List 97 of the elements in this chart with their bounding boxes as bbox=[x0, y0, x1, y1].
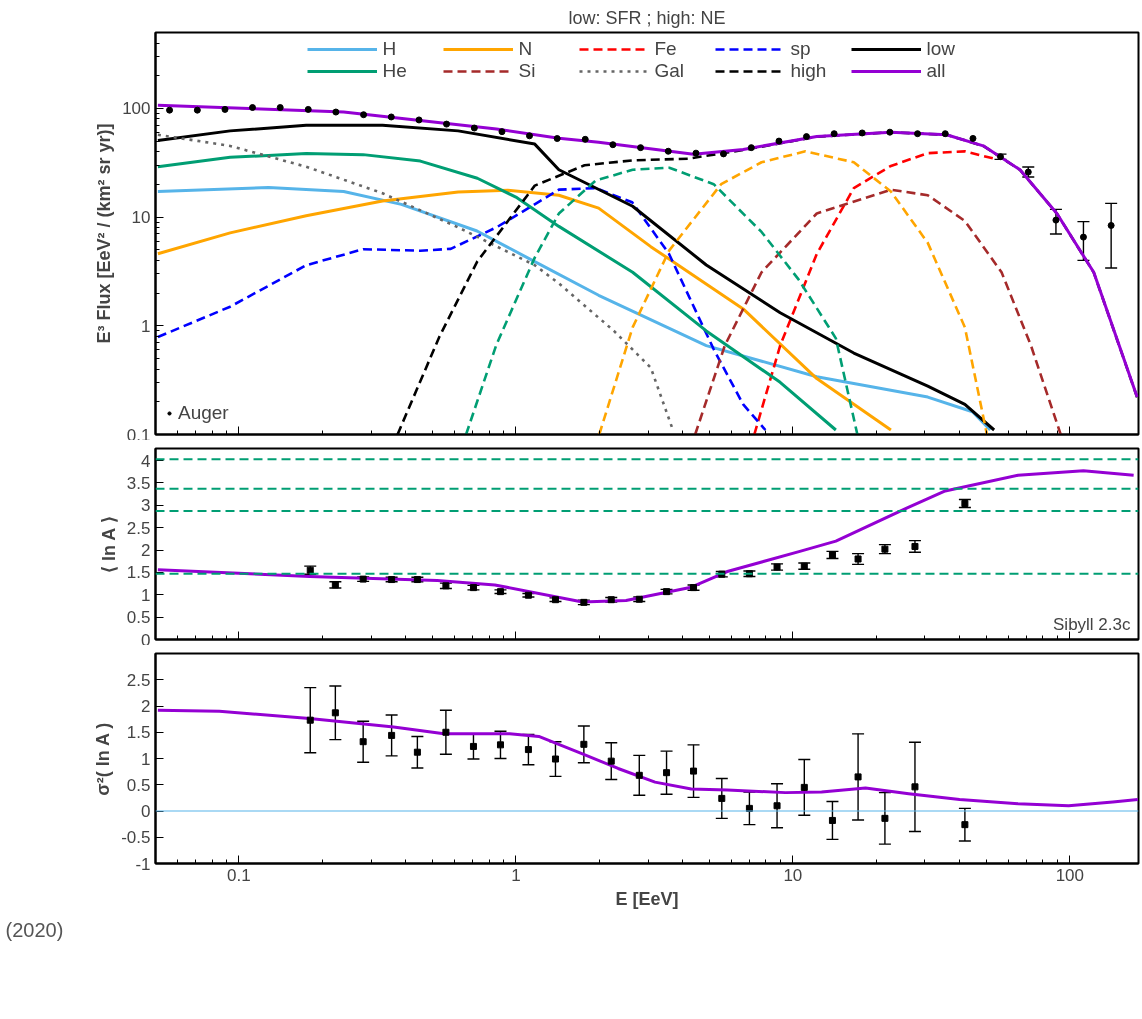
y-axis-title: ⟨ ln A ⟩ bbox=[98, 516, 119, 573]
point bbox=[969, 134, 977, 142]
point bbox=[443, 120, 451, 128]
x-tick-label: 100 bbox=[1055, 865, 1085, 885]
point bbox=[664, 147, 672, 155]
text: (2020) bbox=[5, 918, 64, 941]
legend-label: Si bbox=[518, 60, 537, 82]
point bbox=[692, 149, 700, 157]
y-axis-title: E³ Flux [EeV² / (km² sr yr)] bbox=[94, 123, 115, 344]
legend-label: all bbox=[926, 60, 947, 82]
y-tick-label: 1 bbox=[141, 585, 151, 605]
point bbox=[828, 816, 836, 824]
y-tick-label: 100 bbox=[122, 99, 151, 119]
point bbox=[387, 113, 395, 121]
point bbox=[580, 740, 588, 748]
point bbox=[469, 742, 477, 750]
point bbox=[607, 757, 615, 765]
point bbox=[524, 746, 532, 754]
legend-label: low bbox=[926, 38, 956, 60]
y-tick-label: -0.5 bbox=[121, 828, 151, 848]
y-tick-label: 10 bbox=[131, 208, 151, 228]
y-tick-label: 1.5 bbox=[126, 563, 151, 583]
point bbox=[331, 709, 339, 717]
y-tick-label: 2 bbox=[141, 541, 151, 561]
y-tick-label: 0.5 bbox=[126, 608, 151, 628]
y-tick-label: 0 bbox=[141, 630, 151, 650]
y-tick-label: 1.5 bbox=[126, 723, 151, 743]
point bbox=[858, 129, 866, 137]
point bbox=[718, 794, 726, 802]
point bbox=[941, 130, 949, 138]
point bbox=[1052, 216, 1060, 224]
point bbox=[886, 128, 894, 136]
legend-label: sp bbox=[790, 38, 812, 60]
y-tick-label: 0 bbox=[141, 802, 151, 821]
legend-label: Auger bbox=[178, 402, 229, 424]
point bbox=[802, 133, 810, 141]
legend-label: high bbox=[790, 60, 828, 82]
legend-label: He bbox=[382, 60, 408, 82]
chart-title: low: SFR ; high: NE bbox=[568, 7, 726, 28]
point bbox=[830, 130, 838, 138]
point bbox=[332, 108, 340, 116]
y-tick-label: 3 bbox=[141, 496, 151, 516]
x-axis-title: E [EeV] bbox=[615, 888, 679, 909]
point bbox=[496, 741, 504, 749]
point bbox=[690, 767, 698, 775]
point bbox=[276, 104, 284, 112]
point bbox=[911, 783, 919, 791]
point bbox=[635, 771, 643, 779]
y-tick-label: 2.5 bbox=[126, 670, 151, 690]
point bbox=[663, 769, 671, 777]
y-tick-label: 1 bbox=[141, 316, 151, 336]
y-tick-label: 0.1 bbox=[126, 425, 151, 445]
point bbox=[413, 748, 421, 756]
point bbox=[914, 130, 922, 138]
point bbox=[773, 802, 781, 810]
point bbox=[249, 104, 257, 112]
y-tick-label: 3.5 bbox=[126, 473, 151, 493]
legend-label: N bbox=[518, 38, 534, 60]
y-tick-label: 1 bbox=[141, 749, 151, 769]
y-tick-label: 2 bbox=[141, 697, 151, 716]
point bbox=[442, 728, 450, 736]
y-axis-title: σ²( ln A ) bbox=[93, 722, 114, 796]
point bbox=[551, 755, 559, 763]
point bbox=[415, 116, 423, 124]
x-tick-label: 1 bbox=[511, 865, 521, 885]
point bbox=[609, 141, 617, 149]
x-tick-label: 10 bbox=[783, 865, 803, 885]
point bbox=[498, 128, 506, 136]
point bbox=[470, 124, 478, 132]
point bbox=[637, 144, 645, 152]
annotation: Sibyll 2.3c bbox=[1053, 614, 1131, 634]
point bbox=[720, 150, 728, 158]
point bbox=[221, 105, 229, 113]
point bbox=[581, 135, 589, 143]
point bbox=[800, 783, 808, 791]
point bbox=[854, 773, 862, 781]
point bbox=[388, 731, 396, 739]
legend-label: H bbox=[382, 38, 398, 60]
point bbox=[525, 132, 533, 140]
point bbox=[881, 814, 889, 822]
y-tick-label: 4 bbox=[141, 451, 151, 471]
point bbox=[775, 137, 783, 145]
point bbox=[304, 105, 312, 113]
point bbox=[747, 144, 755, 152]
point bbox=[1107, 221, 1115, 229]
point bbox=[1079, 233, 1087, 241]
y-tick-label: -1 bbox=[135, 854, 151, 874]
point bbox=[360, 111, 368, 119]
point bbox=[553, 135, 561, 143]
y-tick-label: 2.5 bbox=[126, 518, 151, 538]
y-tick-label: 0.5 bbox=[126, 775, 151, 795]
x-tick-label: 0.1 bbox=[227, 865, 251, 885]
legend-label: Fe bbox=[654, 38, 678, 60]
point bbox=[166, 106, 174, 114]
point bbox=[359, 738, 367, 746]
point bbox=[193, 106, 201, 114]
legend-label: Gal bbox=[654, 60, 686, 82]
